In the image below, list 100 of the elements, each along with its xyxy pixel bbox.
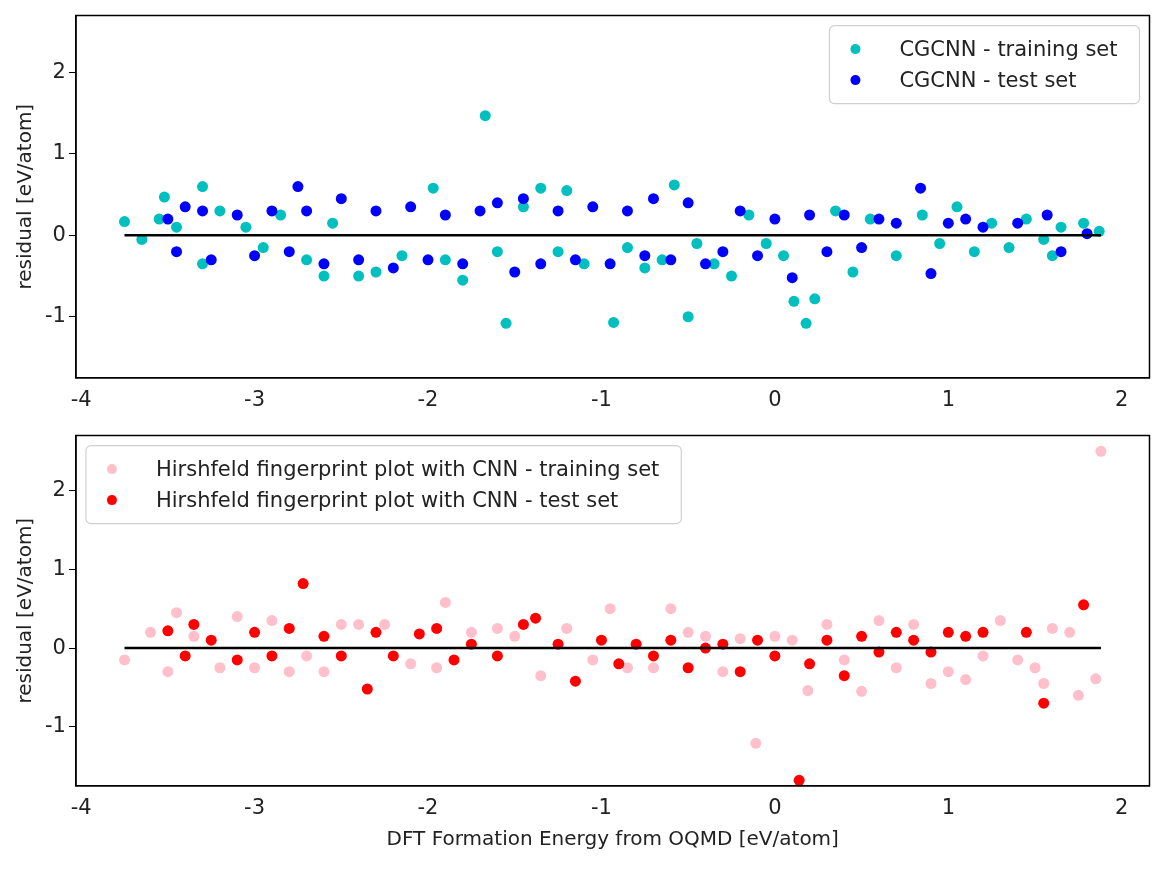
point bbox=[327, 217, 339, 229]
point bbox=[1095, 445, 1107, 457]
point bbox=[301, 650, 313, 662]
x-tick-label: -4 bbox=[70, 794, 92, 819]
point bbox=[682, 662, 694, 674]
point bbox=[517, 193, 529, 205]
point bbox=[977, 221, 989, 233]
point bbox=[1038, 677, 1050, 689]
point bbox=[587, 201, 599, 213]
point bbox=[821, 634, 833, 646]
point bbox=[977, 626, 989, 638]
point bbox=[318, 258, 330, 270]
point bbox=[535, 670, 547, 682]
point bbox=[301, 254, 313, 266]
point bbox=[604, 603, 616, 615]
point bbox=[162, 666, 174, 678]
point bbox=[158, 191, 170, 203]
point bbox=[171, 607, 183, 619]
y-tick-label: -1 bbox=[44, 303, 66, 328]
point bbox=[370, 626, 382, 638]
point bbox=[916, 209, 928, 221]
point bbox=[457, 274, 469, 286]
point bbox=[1078, 217, 1090, 229]
point bbox=[119, 654, 130, 666]
point bbox=[552, 246, 564, 258]
point bbox=[1038, 697, 1050, 709]
point bbox=[422, 254, 434, 266]
point bbox=[231, 654, 243, 666]
point bbox=[1012, 217, 1024, 229]
point bbox=[942, 626, 954, 638]
point bbox=[621, 242, 633, 254]
point bbox=[890, 217, 902, 229]
point bbox=[793, 774, 805, 786]
point bbox=[179, 650, 191, 662]
point bbox=[809, 293, 821, 305]
point bbox=[682, 626, 694, 638]
x-tick-label: -1 bbox=[590, 794, 612, 819]
point bbox=[960, 630, 972, 642]
point bbox=[353, 618, 365, 630]
point bbox=[569, 675, 581, 687]
legend-label: Hirshfeld fingerprint plot with CNN - training set bbox=[155, 456, 660, 481]
point bbox=[457, 258, 469, 270]
point bbox=[335, 618, 347, 630]
point bbox=[734, 666, 746, 678]
point bbox=[821, 618, 833, 630]
point bbox=[491, 622, 503, 634]
point bbox=[266, 615, 278, 627]
point bbox=[786, 634, 798, 646]
point bbox=[197, 205, 209, 217]
point bbox=[942, 217, 954, 229]
point bbox=[934, 238, 946, 249]
point bbox=[240, 221, 252, 233]
point bbox=[530, 612, 542, 624]
point bbox=[691, 238, 703, 249]
point bbox=[500, 317, 512, 329]
point bbox=[1072, 689, 1084, 701]
x-axis-title: DFT Formation Energy from OQMD [eV/atom] bbox=[386, 826, 839, 851]
point bbox=[283, 246, 295, 258]
point bbox=[569, 254, 581, 266]
x-tick-label: -3 bbox=[244, 386, 266, 411]
point bbox=[396, 250, 408, 262]
point bbox=[431, 622, 443, 634]
point bbox=[283, 622, 295, 634]
legend-label: CGCNN - test set bbox=[899, 67, 1077, 92]
point bbox=[788, 295, 800, 307]
point bbox=[171, 221, 183, 233]
point bbox=[205, 634, 217, 646]
point bbox=[769, 213, 781, 225]
point bbox=[1020, 626, 1032, 638]
point bbox=[960, 213, 972, 225]
point bbox=[752, 634, 764, 646]
point bbox=[431, 662, 443, 674]
x-tick-label: 2 bbox=[1115, 794, 1129, 819]
legend-label: Hirshfeld fingerprint plot with CNN - test set bbox=[155, 487, 619, 512]
point bbox=[800, 317, 812, 329]
point bbox=[301, 205, 313, 217]
x-tick-label: 1 bbox=[941, 386, 955, 411]
x-tick-label: -2 bbox=[417, 794, 439, 819]
point bbox=[994, 615, 1006, 627]
point bbox=[1012, 654, 1024, 666]
point bbox=[297, 578, 309, 590]
point bbox=[750, 737, 762, 749]
point bbox=[856, 242, 868, 254]
x-tick-label: 1 bbox=[941, 794, 955, 819]
point bbox=[915, 182, 927, 194]
point bbox=[1046, 622, 1058, 634]
point bbox=[387, 650, 399, 662]
point bbox=[647, 662, 659, 674]
point bbox=[379, 618, 391, 630]
point bbox=[491, 650, 503, 662]
point bbox=[830, 205, 842, 217]
point bbox=[162, 625, 174, 637]
legend-label: CGCNN - training set bbox=[899, 36, 1118, 61]
point bbox=[119, 216, 130, 228]
point bbox=[491, 246, 503, 258]
point bbox=[171, 246, 183, 258]
point bbox=[587, 654, 599, 666]
point bbox=[639, 250, 651, 262]
point bbox=[968, 246, 980, 258]
point bbox=[509, 630, 521, 642]
